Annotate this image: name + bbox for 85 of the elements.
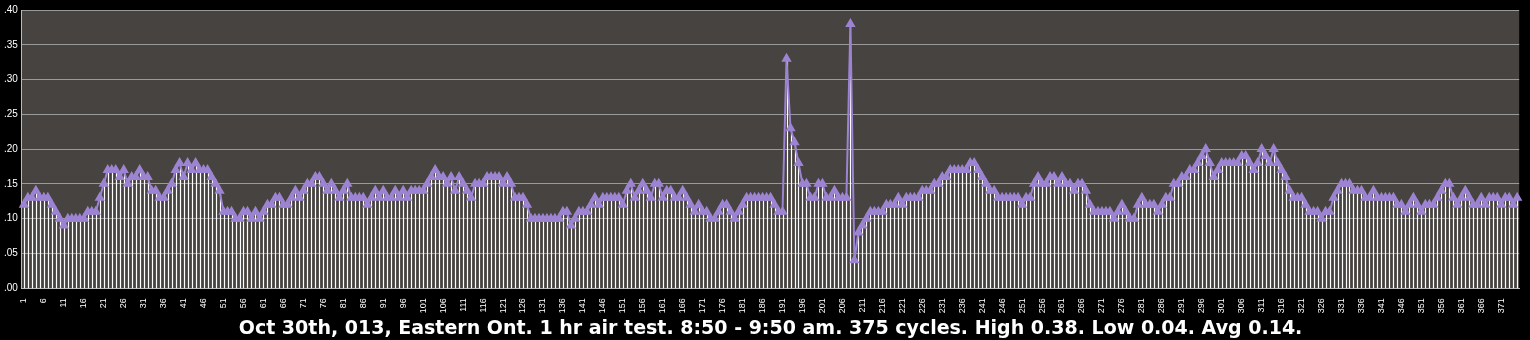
x-tick-label: 206 bbox=[836, 298, 847, 314]
x-tick-label: 316 bbox=[1276, 298, 1287, 314]
x-axis-title: Oct 30th, 013, Eastern Ont. 1 hr air test. 8:50 - 9:50 am. 375 cycles. High 0.38. Low 0.04. Avg 0.14. bbox=[238, 315, 1303, 338]
x-tick-label: 291 bbox=[1176, 298, 1187, 314]
x-tick-label: 321 bbox=[1296, 298, 1307, 314]
x-tick-label: 361 bbox=[1455, 298, 1466, 314]
x-tick-label: 266 bbox=[1076, 298, 1087, 314]
x-tick-label: 46 bbox=[198, 298, 209, 309]
x-tick-label: 196 bbox=[796, 298, 807, 314]
x-tick-label: 191 bbox=[777, 298, 788, 314]
x-tick-label: 91 bbox=[377, 298, 388, 309]
x-tick-label: 146 bbox=[597, 298, 608, 314]
x-tick-label: 21 bbox=[98, 298, 109, 309]
x-tick-label: 236 bbox=[956, 298, 967, 314]
x-tick-label: 96 bbox=[397, 298, 408, 309]
x-tick-label: 281 bbox=[1136, 298, 1147, 314]
x-tick-label: 51 bbox=[218, 298, 229, 309]
x-tick-label: 346 bbox=[1395, 298, 1406, 314]
x-tick-label: 11 bbox=[58, 298, 69, 308]
x-tick-label: 311 bbox=[1256, 298, 1267, 313]
x-tick-label: 16 bbox=[78, 298, 89, 309]
x-tick-label: 256 bbox=[1036, 298, 1047, 314]
x-tick-label: 61 bbox=[257, 298, 268, 309]
x-tick-label: 181 bbox=[737, 298, 748, 314]
x-tick-label: 131 bbox=[537, 298, 548, 314]
x-tick-label: 66 bbox=[277, 298, 288, 309]
x-tick-label: 271 bbox=[1096, 298, 1107, 314]
x-tick-label: 156 bbox=[637, 298, 648, 314]
x-tick-label: 141 bbox=[577, 298, 588, 314]
x-tick-label: 226 bbox=[916, 298, 927, 314]
y-tick-label: .10 bbox=[4, 212, 19, 224]
x-tick-label: 36 bbox=[158, 298, 169, 309]
x-tick-label: 86 bbox=[357, 298, 368, 309]
x-tick-label: 186 bbox=[757, 298, 768, 314]
x-tick-label: 71 bbox=[297, 298, 308, 309]
x-tick-label: 216 bbox=[876, 298, 887, 314]
x-tick-label: 301 bbox=[1216, 298, 1227, 314]
x-tick-label: 371 bbox=[1495, 298, 1506, 314]
x-tick-label: 161 bbox=[657, 298, 668, 314]
x-tick-label: 171 bbox=[697, 298, 708, 314]
y-tick-label: .20 bbox=[4, 142, 19, 154]
x-tick-label: 41 bbox=[178, 298, 189, 309]
x-tick-label: 276 bbox=[1116, 298, 1127, 314]
x-tick-label: 101 bbox=[417, 298, 428, 314]
x-tick-label: 81 bbox=[337, 298, 348, 309]
x-tick-label: 251 bbox=[1016, 298, 1027, 314]
x-tick-label: 166 bbox=[677, 298, 688, 314]
x-tick-label: 76 bbox=[317, 298, 328, 309]
y-tick-label: .40 bbox=[4, 3, 19, 15]
x-tick-label: 151 bbox=[617, 298, 628, 314]
x-tick-label: 221 bbox=[896, 298, 907, 314]
y-tick-label: .00 bbox=[4, 281, 19, 293]
x-tick-label: 341 bbox=[1375, 298, 1386, 314]
y-tick-label: .35 bbox=[4, 38, 19, 50]
x-tick-label: 286 bbox=[1156, 298, 1167, 314]
y-tick-label: .25 bbox=[4, 108, 19, 120]
x-tick-label: 331 bbox=[1335, 298, 1346, 314]
x-tick-label: 121 bbox=[497, 298, 508, 314]
x-tick-label: 326 bbox=[1316, 298, 1327, 314]
x-tick-label: 116 bbox=[477, 298, 488, 313]
y-tick-label: .05 bbox=[4, 247, 19, 259]
x-tick-label: 106 bbox=[437, 298, 448, 314]
x-tick-label: 176 bbox=[717, 298, 728, 314]
x-tick-label: 336 bbox=[1355, 298, 1366, 314]
x-tick-label: 201 bbox=[816, 298, 827, 314]
x-tick-label: 306 bbox=[1236, 298, 1247, 314]
x-tick-label: 296 bbox=[1196, 298, 1207, 314]
y-tick-label: .15 bbox=[4, 177, 19, 189]
x-tick-label: 246 bbox=[996, 298, 1007, 314]
x-tick-label: 261 bbox=[1056, 298, 1067, 314]
x-tick-label: 351 bbox=[1415, 298, 1426, 314]
x-tick-label: 241 bbox=[976, 298, 987, 314]
x-tick-label: 231 bbox=[936, 298, 947, 314]
x-tick-label: 126 bbox=[517, 298, 528, 314]
x-tick-label: 211 bbox=[856, 298, 867, 313]
x-tick-label: 6 bbox=[38, 298, 49, 304]
x-tick-label: 31 bbox=[138, 298, 149, 309]
x-tick-label: 366 bbox=[1475, 298, 1486, 314]
y-tick-label: .30 bbox=[4, 73, 19, 85]
x-tick-label: 56 bbox=[237, 298, 248, 309]
x-tick-label: 26 bbox=[118, 298, 129, 309]
x-tick-label: 136 bbox=[557, 298, 568, 314]
x-tick-label: 356 bbox=[1435, 298, 1446, 314]
x-tick-label: 1 bbox=[18, 298, 29, 304]
x-tick-label: 111 bbox=[457, 298, 468, 312]
